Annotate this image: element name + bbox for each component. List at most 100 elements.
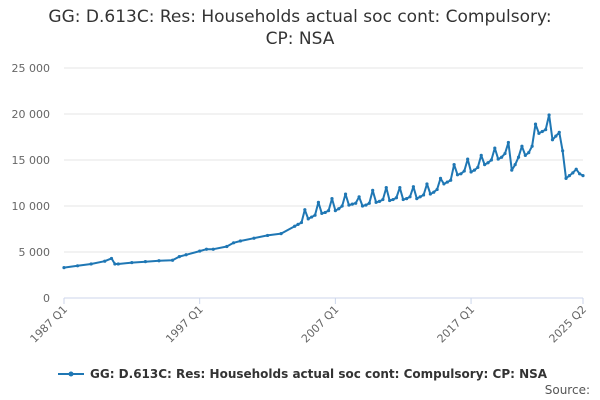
- data-point[interactable]: [371, 188, 375, 192]
- data-point[interactable]: [557, 130, 561, 134]
- data-point[interactable]: [398, 186, 402, 190]
- data-point[interactable]: [330, 197, 334, 201]
- data-point[interactable]: [408, 195, 412, 199]
- data-point[interactable]: [320, 211, 324, 215]
- data-point[interactable]: [354, 201, 358, 205]
- data-point[interactable]: [391, 197, 395, 202]
- data-point[interactable]: [428, 192, 432, 196]
- data-point[interactable]: [527, 151, 531, 155]
- data-point[interactable]: [340, 204, 344, 208]
- data-point[interactable]: [130, 260, 134, 265]
- data-point[interactable]: [415, 197, 419, 201]
- data-point[interactable]: [279, 232, 283, 236]
- data-point[interactable]: [252, 236, 256, 240]
- data-point[interactable]: [211, 247, 215, 251]
- data-point[interactable]: [350, 202, 354, 206]
- data-point[interactable]: [469, 170, 473, 174]
- data-point[interactable]: [516, 155, 521, 159]
- data-point[interactable]: [347, 203, 351, 207]
- data-point[interactable]: [306, 217, 310, 221]
- data-point[interactable]: [537, 131, 541, 135]
- data-point[interactable]: [299, 220, 304, 225]
- data-point[interactable]: [388, 198, 392, 203]
- data-point[interactable]: [550, 138, 555, 142]
- data-point[interactable]: [564, 176, 568, 180]
- data-point[interactable]: [225, 244, 229, 249]
- data-point[interactable]: [326, 209, 331, 213]
- data-point[interactable]: [198, 249, 202, 253]
- data-point[interactable]: [401, 197, 405, 202]
- data-point[interactable]: [265, 233, 270, 238]
- data-point[interactable]: [316, 200, 321, 204]
- data-point[interactable]: [333, 209, 337, 213]
- data-point[interactable]: [510, 168, 514, 172]
- data-point[interactable]: [479, 153, 483, 157]
- data-point[interactable]: [337, 207, 341, 211]
- data-point[interactable]: [540, 129, 544, 134]
- data-point[interactable]: [411, 185, 415, 189]
- data-point[interactable]: [303, 208, 307, 212]
- data-point[interactable]: [496, 157, 500, 161]
- data-point[interactable]: [293, 224, 297, 228]
- data-point[interactable]: [581, 174, 585, 178]
- data-point[interactable]: [360, 204, 365, 208]
- data-point[interactable]: [574, 167, 578, 171]
- data-point[interactable]: [204, 247, 209, 251]
- data-point[interactable]: [381, 197, 385, 202]
- data-point[interactable]: [483, 163, 487, 167]
- data-point[interactable]: [445, 180, 449, 184]
- data-point[interactable]: [310, 215, 314, 219]
- data-point[interactable]: [170, 258, 175, 262]
- data-point[interactable]: [238, 239, 242, 243]
- data-point[interactable]: [384, 186, 388, 190]
- data-point[interactable]: [533, 122, 538, 126]
- data-point[interactable]: [418, 195, 422, 199]
- data-point[interactable]: [571, 171, 575, 175]
- data-point[interactable]: [472, 168, 477, 172]
- data-point[interactable]: [323, 210, 327, 215]
- data-point[interactable]: [489, 158, 494, 162]
- data-point[interactable]: [432, 190, 436, 194]
- data-point[interactable]: [296, 222, 300, 226]
- data-point[interactable]: [520, 144, 524, 148]
- data-point[interactable]: [405, 197, 409, 201]
- data-point[interactable]: [89, 262, 93, 266]
- data-point[interactable]: [313, 213, 317, 217]
- data-point[interactable]: [75, 264, 80, 268]
- data-point[interactable]: [503, 151, 507, 156]
- data-point[interactable]: [493, 146, 497, 150]
- data-point[interactable]: [455, 173, 460, 177]
- data-point[interactable]: [374, 200, 378, 204]
- data-point[interactable]: [476, 165, 480, 169]
- data-point[interactable]: [103, 259, 107, 263]
- data-point[interactable]: [113, 262, 117, 266]
- data-point[interactable]: [567, 174, 572, 178]
- data-point[interactable]: [421, 193, 426, 197]
- data-point[interactable]: [506, 140, 510, 145]
- data-point[interactable]: [513, 163, 517, 167]
- data-point[interactable]: [62, 266, 66, 270]
- data-point[interactable]: [343, 192, 348, 196]
- data-point[interactable]: [157, 259, 161, 263]
- legend[interactable]: GG: D.613C: Res: Households actual soc c…: [58, 366, 547, 382]
- data-point[interactable]: [530, 144, 534, 148]
- data-point[interactable]: [459, 172, 463, 176]
- data-point[interactable]: [435, 187, 439, 192]
- data-point[interactable]: [466, 157, 470, 161]
- data-point[interactable]: [116, 262, 120, 266]
- data-point[interactable]: [544, 128, 548, 132]
- data-point[interactable]: [462, 169, 466, 173]
- data-point[interactable]: [486, 161, 490, 165]
- data-point[interactable]: [377, 199, 382, 203]
- data-point[interactable]: [561, 149, 565, 153]
- data-point[interactable]: [499, 155, 504, 159]
- data-point[interactable]: [357, 195, 361, 199]
- data-point[interactable]: [578, 172, 582, 176]
- data-point[interactable]: [177, 255, 181, 259]
- data-point[interactable]: [554, 134, 558, 138]
- data-point[interactable]: [547, 113, 551, 117]
- data-point[interactable]: [442, 182, 446, 186]
- data-point[interactable]: [523, 153, 527, 157]
- data-point[interactable]: [449, 178, 453, 182]
- data-point[interactable]: [367, 201, 371, 205]
